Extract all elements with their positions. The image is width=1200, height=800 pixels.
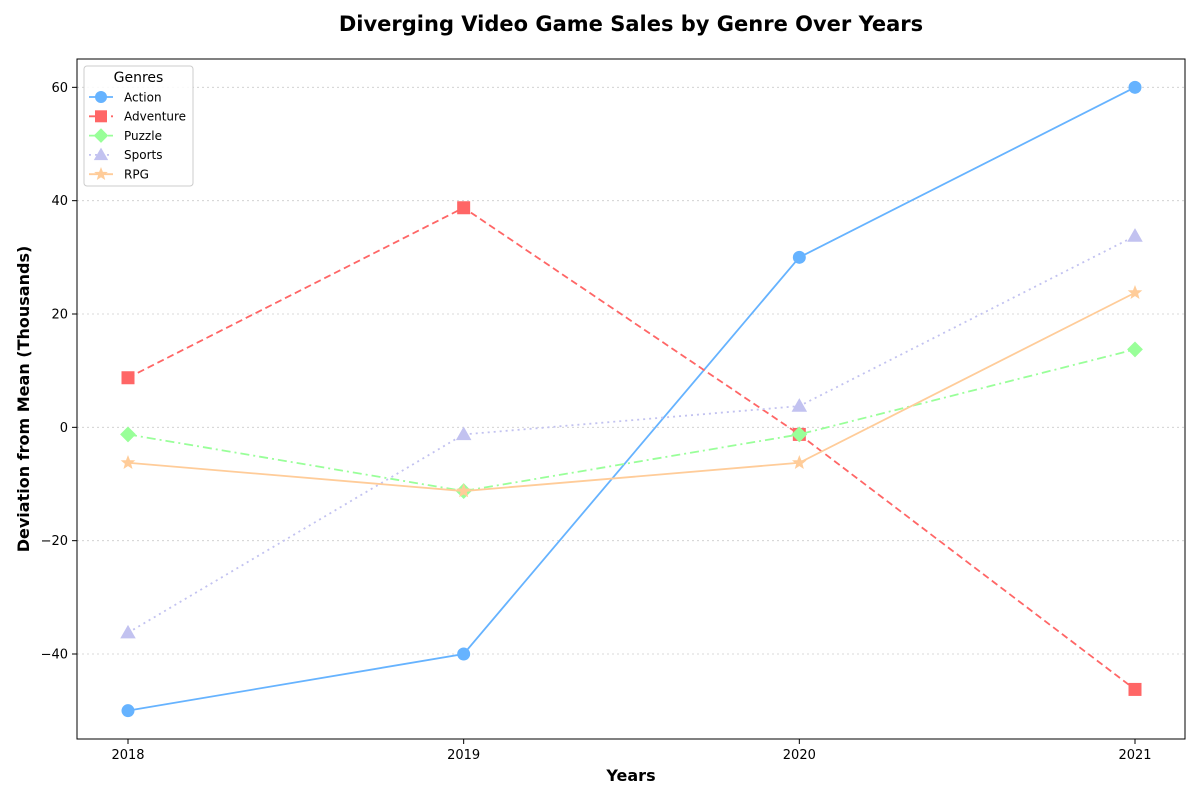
series-rpg	[120, 285, 1143, 498]
legend-label-puzzle: Puzzle	[124, 129, 162, 143]
y-tick-label: 20	[51, 308, 68, 323]
legend-marker-rpg	[94, 167, 108, 180]
series-adventure	[121, 201, 1142, 696]
y-axis: −40 −20 0 20 40 60	[41, 81, 77, 663]
y-axis-label: Deviation from Mean (Thousands)	[14, 246, 33, 553]
data-point-action	[1128, 80, 1142, 94]
series-line-sports	[127, 235, 1136, 634]
data-point-action	[792, 250, 806, 264]
y-tick-label: −20	[41, 534, 68, 549]
legend-label-adventure: Adventure	[124, 110, 186, 124]
legend: Genres Action Adventure Puzzle Sports RPG	[83, 65, 194, 187]
legend-label-sports: Sports	[124, 148, 162, 162]
data-point-adventure	[457, 201, 471, 215]
chart-title: Diverging Video Game Sales by Genre Over…	[339, 12, 923, 36]
legend-marker-puzzle	[93, 128, 109, 143]
legend-title: Genres	[114, 70, 164, 86]
series-line-adventure	[127, 206, 1136, 691]
x-tick-label: 2019	[447, 748, 480, 763]
y-tick-label: 40	[51, 194, 68, 209]
data-point-rpg	[1127, 285, 1143, 299]
data-point-puzzle	[120, 426, 136, 443]
legend-item-sports: Sports	[89, 147, 162, 162]
data-point-rpg	[456, 483, 471, 498]
data-point-adventure	[121, 371, 135, 385]
y-tick-label: 0	[60, 421, 68, 436]
legend-marker-sports	[93, 147, 109, 161]
legend-item-action: Action	[89, 90, 162, 104]
data-point-action	[457, 647, 471, 661]
x-tick-label: 2018	[111, 748, 144, 763]
data-point-puzzle	[1127, 341, 1143, 358]
y-tick-label: 60	[51, 81, 68, 96]
y-tick-label: −40	[41, 648, 68, 663]
data-point-sports	[791, 398, 808, 412]
data-point-action	[121, 704, 135, 718]
legend-item-adventure: Adventure	[89, 110, 186, 124]
plot-area	[76, 58, 1186, 740]
legend-marker-adventure	[95, 110, 107, 123]
data-point-adventure	[1128, 682, 1142, 696]
series-line-rpg	[127, 291, 1136, 492]
legend-item-puzzle: Puzzle	[89, 128, 162, 143]
x-tick-label: 2021	[1118, 748, 1151, 763]
data-point-puzzle	[791, 426, 808, 443]
data-point-sports	[120, 624, 136, 639]
grid	[77, 86, 1185, 655]
series-sports	[120, 228, 1143, 639]
x-tick-label: 2020	[783, 748, 816, 763]
series-action	[121, 80, 1142, 718]
data-point-rpg	[792, 455, 807, 469]
legend-label-action: Action	[124, 90, 162, 104]
legend-marker-action	[95, 91, 107, 103]
data-point-sports	[1127, 228, 1143, 242]
legend-label-rpg: RPG	[124, 168, 149, 182]
series-line-action	[127, 86, 1136, 712]
x-axis-label: Years	[605, 766, 655, 785]
legend-item-rpg: RPG	[89, 167, 149, 182]
legend-box	[83, 65, 194, 187]
x-axis: 2018 2019 2020 2021	[111, 739, 1152, 763]
data-point-sports	[455, 426, 472, 441]
series-lines	[120, 80, 1143, 718]
data-point-rpg	[120, 455, 136, 469]
